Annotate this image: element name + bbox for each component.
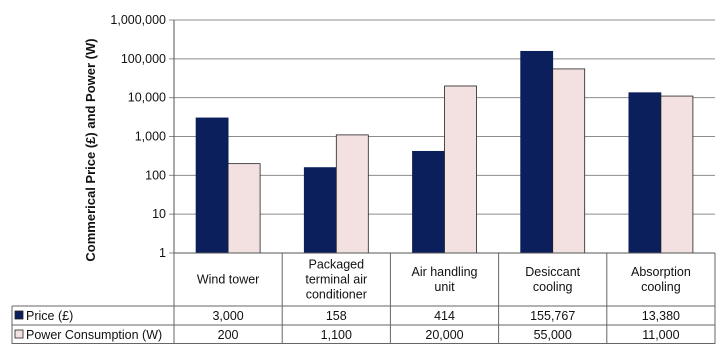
axes: 1 10 100 1,000 10,000 100,000 1,000,000 <box>110 13 715 260</box>
y-tick-label: 1,000 <box>135 130 166 144</box>
table-cell: 11,000 <box>642 328 679 342</box>
bar-price-4 <box>628 92 662 254</box>
table-cell: 414 <box>434 309 455 323</box>
bar-power-2 <box>444 85 477 254</box>
legend-label: Price (£) <box>26 309 73 323</box>
table-cell: 3,000 <box>212 309 243 323</box>
category-label: Air handling <box>411 265 477 279</box>
table-cell: 55,000 <box>534 328 572 342</box>
bar-power-1 <box>335 134 369 254</box>
bar-price-2 <box>412 150 445 254</box>
table-cell: 1,100 <box>321 328 352 342</box>
table-cell: 20,000 <box>425 328 463 342</box>
bar-power-4 <box>660 95 694 254</box>
bar-power-3 <box>552 68 586 254</box>
bar-price-1 <box>303 167 337 254</box>
y-tick-label: 1 <box>159 246 166 260</box>
category-label: Desiccant <box>525 265 580 279</box>
bars <box>195 50 694 254</box>
bar-price-3 <box>520 50 554 254</box>
legend-key-1 <box>14 329 24 339</box>
table-cell: 200 <box>218 328 239 342</box>
y-tick-label: 10,000 <box>128 91 166 105</box>
category-label: cooling <box>533 280 573 294</box>
table-cell: 13,380 <box>642 309 680 323</box>
table-cell: 155,767 <box>530 309 575 323</box>
category-label: Wind tower <box>197 273 260 287</box>
legend-key-0 <box>14 310 24 320</box>
bar-price-0 <box>195 117 229 254</box>
legend-label: Power Consumption (W) <box>26 328 162 342</box>
category-label: unit <box>434 280 455 294</box>
table-cell: 158 <box>326 309 347 323</box>
y-tick-label: 100,000 <box>121 52 166 66</box>
y-tick-label: 1,000,000 <box>110 13 166 27</box>
y-axis-title: Commerical Price (£) and Power (W) <box>83 38 98 261</box>
bar-power-0 <box>227 163 261 254</box>
category-label: terminal air <box>305 273 367 287</box>
category-label: cooling <box>641 280 681 294</box>
category-label: conditioner <box>306 288 367 302</box>
y-tick-label: 100 <box>145 168 166 182</box>
category-label: Packaged <box>308 258 364 272</box>
category-label: Absorption <box>631 265 691 279</box>
y-tick-label: 10 <box>152 207 166 221</box>
